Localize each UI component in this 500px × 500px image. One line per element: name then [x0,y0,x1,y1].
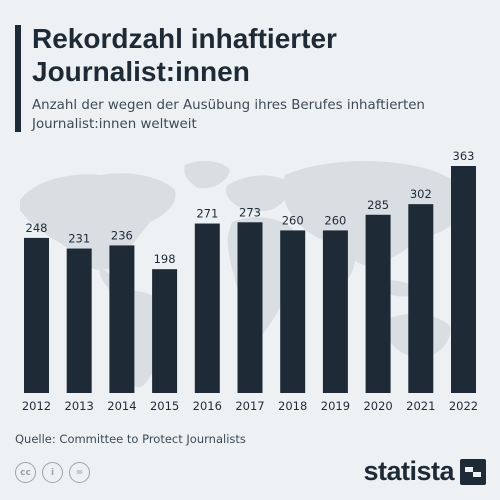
value-label-2012: 248 [26,221,48,235]
bar-2021 [408,204,434,393]
category-label-2022: 2022 [449,399,478,413]
bar-2015 [152,269,178,393]
value-label-2018: 260 [282,213,304,227]
no-derivatives-icon[interactable]: = [69,462,90,483]
category-label-2021: 2021 [406,399,435,413]
value-label-2015: 198 [154,252,176,266]
source-note: Quelle: Committee to Protect Journalists [15,432,246,446]
attribution-icon[interactable]: i [42,462,63,483]
statista-logo-icon [460,458,486,485]
creative-commons-icon[interactable]: cc [15,462,36,483]
category-label-2016: 2016 [193,399,222,413]
bar-2017 [237,222,263,393]
title-accent-bar [15,25,21,132]
value-label-2022: 363 [453,149,475,163]
bar-2016 [194,223,220,393]
value-label-2019: 260 [324,213,346,227]
bar-2013 [66,248,92,393]
license-icons: cc i = [15,462,90,483]
value-label-2014: 236 [111,228,133,242]
brand-name: statista [363,456,454,486]
category-label-2019: 2019 [321,399,350,413]
category-label-2013: 2013 [65,399,94,413]
category-label-2014: 2014 [107,399,136,413]
bar-2022 [451,166,476,393]
value-label-2020: 285 [367,198,389,212]
value-label-2016: 271 [196,207,218,221]
bar-2012 [24,237,49,393]
statista-logo[interactable]: statista [363,456,486,487]
chart-subtitle: Anzahl der wegen der Ausübung ihres Beru… [32,98,425,132]
bar-2018 [280,230,306,393]
bar-2019 [322,230,348,393]
category-labels-group: 2012 2013 2014 2015 2016 2017 2018 2019 2020 2021… [22,399,478,413]
value-label-2013: 231 [68,232,90,246]
category-label-2018: 2018 [278,399,307,413]
category-label-2015: 2015 [150,399,179,413]
bars-group [24,166,476,393]
chart-title: Rekordzahl inhaftierter Journalist:innen [32,23,337,87]
category-label-2012: 2012 [22,399,51,413]
bar-2014 [109,245,135,393]
value-label-2021: 302 [410,187,432,201]
category-label-2017: 2017 [235,399,264,413]
value-label-2017: 273 [239,205,261,219]
value-labels-group: 248 231 236 198 271 273 260 260 285 302 363 [26,149,475,266]
bar-2020 [365,214,391,393]
category-label-2020: 2020 [363,399,392,413]
